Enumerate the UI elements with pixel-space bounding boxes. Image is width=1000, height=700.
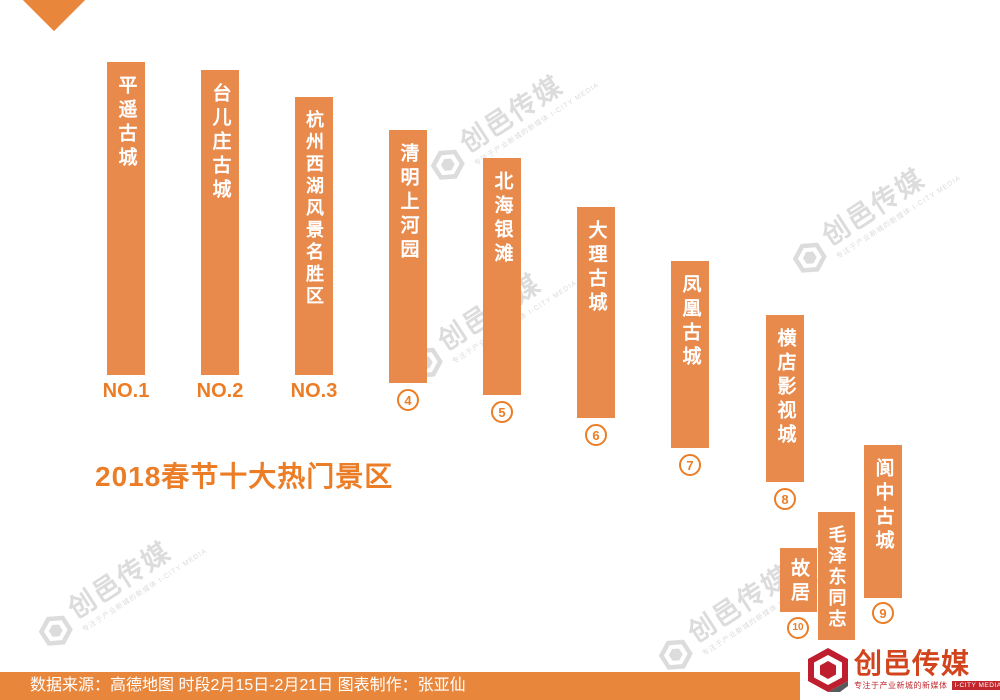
watermark: 创邑传媒 专注于产业新城的新媒体 I-CITY MEDIA	[32, 521, 209, 655]
corner-diamond-decoration	[22, 0, 86, 32]
chart-title: 2018春节十大热门景区	[95, 461, 394, 492]
bar-rank-5: 北海银滩	[483, 158, 521, 395]
rank-label-1: NO.1	[102, 380, 150, 402]
bar-label: 凤凰古城	[679, 274, 701, 370]
rank-label-3: NO.3	[290, 380, 338, 402]
rank-label-10: 10	[787, 617, 809, 639]
rank-label-8: 8	[774, 488, 796, 510]
rank-label-9: 9	[872, 602, 894, 624]
rank-label-4: 4	[397, 389, 419, 411]
brand-logo-icon	[792, 242, 827, 273]
bar-rank-9: 阆中古城	[864, 445, 902, 598]
brand-tagline: 专注于产业新城的新媒体	[854, 681, 948, 691]
bar-label: 台儿庄古城	[209, 83, 231, 203]
footer-source-text: 数据来源：高德地图 时段2月15日-2月21日 图表制作：张亚仙	[30, 677, 466, 694]
brand-logo-icon	[808, 648, 848, 692]
brand-name: 创邑传媒	[854, 647, 971, 679]
brand-block: 创邑传媒 专注于产业新城的新媒体 I-CITY MEDIA	[800, 640, 1000, 700]
bar-label: 横店影视城	[774, 328, 796, 448]
bar-label: 北海银滩	[491, 171, 513, 267]
rank-label-2: NO.2	[196, 380, 244, 402]
bar-label: 清明上河园	[397, 143, 419, 263]
rank-label-6: 6	[585, 424, 607, 446]
brand-logo-icon	[658, 639, 693, 670]
bar-rank-6: 大理古城	[577, 207, 615, 418]
rank-label-5: 5	[491, 401, 513, 423]
brand-logo-icon	[430, 149, 465, 180]
bar-rank-7: 凤凰古城	[671, 261, 709, 448]
bar-rank-10-left-column: 故居	[780, 548, 817, 612]
watermark: 创邑传媒 专注于产业新城的新媒体 I-CITY MEDIA	[786, 148, 963, 282]
bar-label: 毛泽东同志	[826, 525, 847, 630]
bar-label: 故居	[788, 558, 809, 606]
watermark: 创邑传媒 专注于产业新城的新媒体 I-CITY MEDIA	[424, 55, 601, 189]
brand-logo-icon	[38, 615, 73, 646]
bar-rank-3: 杭州西湖风景名胜区	[295, 97, 333, 375]
bar-rank-10-right-column: 毛泽东同志	[818, 512, 855, 655]
bar-rank-2: 台儿庄古城	[201, 70, 239, 375]
bar-label: 平遥古城	[115, 75, 137, 171]
bar-rank-4: 清明上河园	[389, 130, 427, 383]
bar-rank-1: 平遥古城	[107, 62, 145, 375]
bar-label: 杭州西湖风景名胜区	[304, 110, 324, 308]
bar-rank-8: 横店影视城	[766, 315, 804, 482]
brand-tagline-en: I-CITY MEDIA	[951, 681, 1000, 691]
bar-label: 大理古城	[585, 220, 607, 316]
rank-label-7: 7	[679, 454, 701, 476]
bar-label: 阆中古城	[872, 458, 894, 554]
watermark: 创邑传媒 专注于产业新城的新媒体 I-CITY MEDIA	[652, 545, 829, 679]
